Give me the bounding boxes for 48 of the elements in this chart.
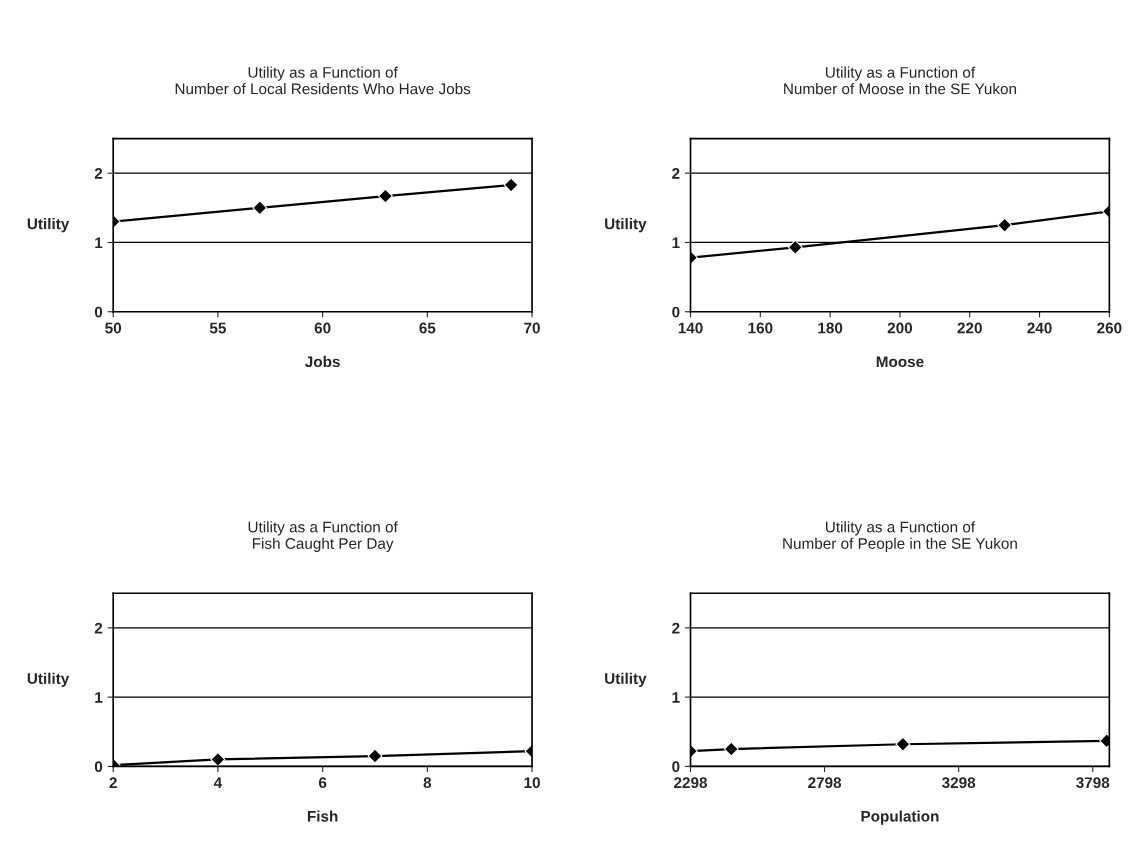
- x-tick-label: 65: [419, 322, 436, 334]
- point: [378, 188, 393, 204]
- x-tick-label: 2298: [674, 777, 708, 789]
- y-axis-title: Utility: [605, 672, 647, 687]
- y-tick-label: 1: [672, 237, 680, 249]
- x-tick-label: 60: [314, 322, 331, 334]
- x-tick-label: 6: [318, 777, 327, 789]
- chart-title: Utility as a Function of Number of People in the SE Yukon: [783, 521, 1017, 552]
- y-axis-title: Utility: [605, 218, 647, 233]
- x-tick-label: 70: [524, 322, 540, 334]
- x-tick-label: 10: [524, 777, 540, 789]
- chart-title: Utility as a Function of Number of Moose in the SE Yukon: [784, 66, 1017, 95]
- x-tick-label: 220: [957, 322, 982, 334]
- x-tick-label: 2: [109, 777, 117, 788]
- x-axis-title: Population: [861, 810, 939, 825]
- y-tick-label: 0: [672, 306, 680, 318]
- x-tick-label: 140: [678, 322, 703, 334]
- y-tick-label: 0: [672, 761, 680, 773]
- y-tick-label: 1: [95, 237, 103, 249]
- x-tick-label: 3798: [1076, 777, 1110, 789]
- x-tick-label: 8: [423, 777, 432, 789]
- y-tick-label: 2: [94, 622, 103, 634]
- x-axis-title: Moose: [876, 356, 924, 368]
- x-tick-label: 2798: [808, 777, 842, 789]
- x-axis-title: Jobs: [305, 355, 340, 368]
- chart-title: Utility as a Function of Fish Caught Per Day: [248, 521, 398, 552]
- y-tick-label: 0: [94, 761, 103, 773]
- x-tick-label: 200: [887, 322, 913, 334]
- x-tick-label: 55: [209, 322, 226, 334]
- x-tick-label: 260: [1097, 322, 1122, 334]
- point: [503, 177, 519, 193]
- x-tick-label: 180: [818, 322, 843, 334]
- y-tick-label: 2: [94, 168, 103, 179]
- chart-title: Utility as a Function of Number of Local Residents Who Have Jobs: [175, 66, 471, 95]
- y-axis-title: Utility: [27, 672, 70, 687]
- x-tick-label: 240: [1027, 322, 1052, 334]
- x-tick-label: 3298: [942, 777, 976, 789]
- y-tick-label: 2: [672, 622, 680, 634]
- y-tick-label: 1: [95, 692, 103, 703]
- y-axis-title: Utility: [27, 218, 70, 233]
- y-tick-label: 1: [672, 692, 680, 703]
- x-tick-label: 160: [748, 322, 773, 334]
- point: [252, 200, 268, 216]
- x-tick-label: 50: [105, 322, 122, 334]
- y-tick-label: 0: [94, 306, 103, 318]
- x-tick-label: 4: [213, 777, 223, 788]
- x-axis-title: Fish: [307, 810, 338, 822]
- y-tick-label: 2: [672, 168, 680, 179]
